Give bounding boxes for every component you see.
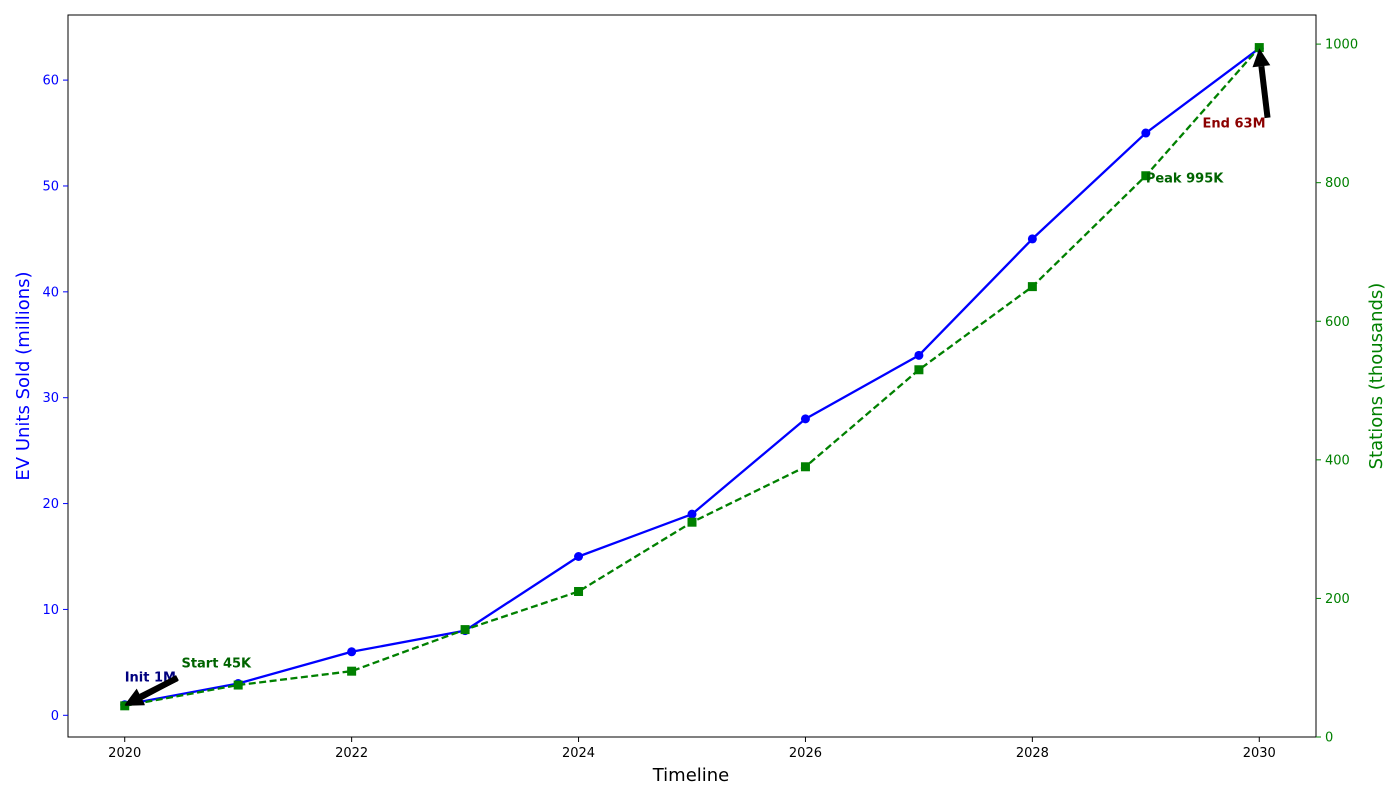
annotation-arrow-head xyxy=(124,689,145,706)
stations-data-point xyxy=(687,517,697,527)
ev-units-data-point xyxy=(800,414,810,424)
annotation-arrow-shaft xyxy=(1258,65,1271,119)
left-y-tick-label: 40 xyxy=(42,285,59,300)
right-y-tick-label: 1000 xyxy=(1325,38,1358,53)
ev-units-data-point xyxy=(914,350,924,360)
ev-units-data-point xyxy=(347,647,357,657)
annotation-label: Init 1M xyxy=(125,670,176,685)
right-y-tick-label: 400 xyxy=(1325,453,1350,468)
left-y-tick-label: 30 xyxy=(42,391,59,406)
stations-data-point xyxy=(233,680,243,690)
x-axis-label: Timeline xyxy=(652,765,730,786)
right-y-tick-label: 0 xyxy=(1325,731,1333,746)
ev-units-data-point xyxy=(1141,128,1151,138)
stations-data-point xyxy=(1141,171,1151,181)
left-y-tick-label: 10 xyxy=(42,603,59,618)
x-tick-label: 2020 xyxy=(108,746,141,761)
annotation-label: End 63M xyxy=(1203,117,1266,132)
stations-data-point xyxy=(120,701,130,711)
right-y-tick-label: 600 xyxy=(1325,315,1350,330)
x-tick-label: 2024 xyxy=(562,746,595,761)
plot-frame xyxy=(67,14,1317,738)
annotation-label: Peak 995K xyxy=(1146,172,1224,187)
left-y-tick-label: 0 xyxy=(51,709,59,724)
annotation-label: Start 45K xyxy=(181,657,252,672)
right-y-tick-label: 800 xyxy=(1325,176,1350,191)
stations-data-point xyxy=(574,586,584,596)
annotation-arrow-head xyxy=(1252,48,1271,68)
left-y-axis-label: EV Units Sold (millions) xyxy=(13,271,34,480)
stations-data-point xyxy=(460,625,470,635)
stations-data-point xyxy=(800,462,810,472)
right-y-tick-label: 200 xyxy=(1325,592,1350,607)
annotation-arrow-shaft xyxy=(139,675,179,700)
right-y-axis-label: Stations (thousands) xyxy=(1366,283,1387,470)
stations-data-point xyxy=(1254,43,1264,53)
ev-units-series-line xyxy=(124,47,1260,706)
left-y-tick-label: 50 xyxy=(42,179,59,194)
x-tick-label: 2030 xyxy=(1243,746,1276,761)
stations-series-line xyxy=(124,46,1261,707)
left-y-tick-label: 60 xyxy=(42,74,59,89)
x-tick-label: 2028 xyxy=(1016,746,1049,761)
x-tick-label: 2022 xyxy=(335,746,368,761)
ev-units-data-point xyxy=(574,552,584,561)
ev-units-data-point xyxy=(687,509,697,519)
stations-data-point xyxy=(914,365,924,375)
left-y-tick-label: 20 xyxy=(42,497,59,512)
ev-units-data-point xyxy=(1027,234,1037,244)
x-tick-label: 2026 xyxy=(789,746,822,761)
stations-data-point xyxy=(1027,282,1037,292)
stations-data-point xyxy=(347,666,357,676)
